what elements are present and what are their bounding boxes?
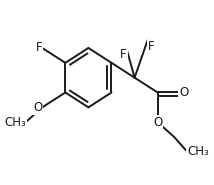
Text: CH₃: CH₃ — [4, 116, 26, 129]
Text: O: O — [33, 101, 42, 114]
Text: CH₃: CH₃ — [187, 145, 209, 158]
Text: F: F — [36, 41, 42, 54]
Text: F: F — [148, 40, 154, 53]
Text: O: O — [153, 116, 162, 129]
Text: F: F — [120, 48, 126, 61]
Text: O: O — [179, 86, 188, 99]
